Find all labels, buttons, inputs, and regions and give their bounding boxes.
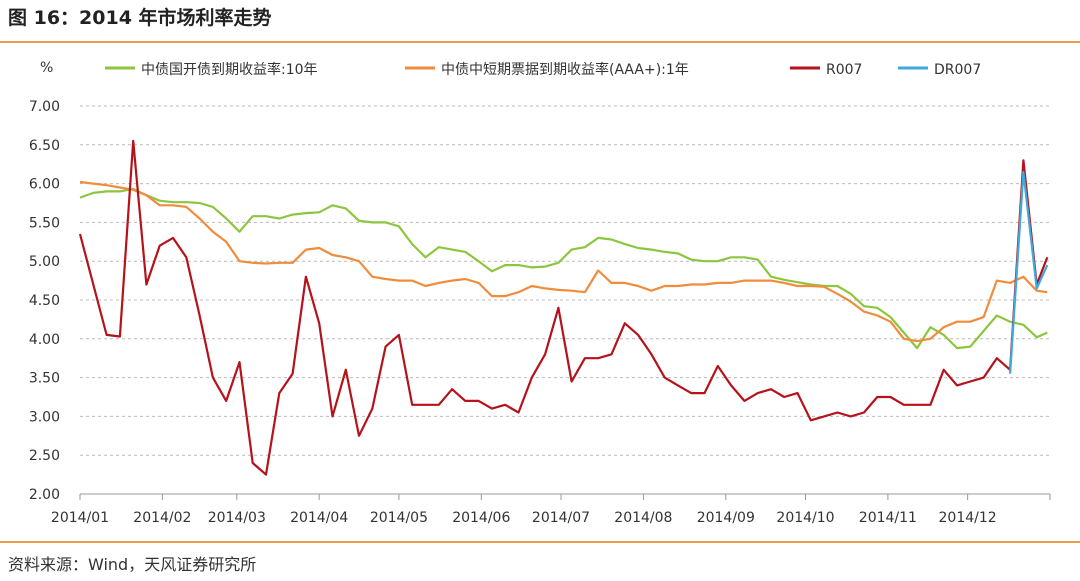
x-tick-label: 2014/06 [452, 510, 510, 526]
series-line [79, 180, 1048, 343]
legend-label: 中债中短期票据到期收益率(AAA+):1年 [441, 61, 689, 78]
series-line [1009, 170, 1049, 374]
legend-label: R007 [826, 62, 862, 78]
x-tick-label: 2014/01 [51, 510, 109, 526]
x-tick-label: 2014/07 [532, 510, 590, 526]
x-tick-label: 2014/02 [133, 510, 191, 526]
y-tick-label: 3.00 [29, 409, 60, 425]
y-unit: % [40, 60, 53, 76]
x-tick-label: 2014/08 [614, 510, 672, 526]
legend-label: 中债国开债到期收益率:10年 [141, 61, 318, 78]
x-tick-label: 2014/03 [208, 510, 266, 526]
y-tick-label: 4.50 [29, 293, 60, 309]
y-tick-label: 2.50 [29, 448, 60, 464]
y-tick-label: 2.00 [29, 487, 60, 503]
x-tick-label: 2014/11 [859, 510, 917, 526]
legend-label: DR007 [934, 62, 981, 78]
y-tick-label: 7.00 [29, 99, 60, 115]
y-tick-label: 5.50 [29, 215, 60, 231]
y-tick-label: 4.00 [29, 332, 60, 348]
x-tick-label: 2014/04 [290, 510, 348, 526]
chart-title: 图 16：2014 年市场利率走势 [8, 6, 272, 29]
y-tick-label: 3.50 [29, 371, 60, 387]
x-tick-label: 2014/12 [939, 510, 997, 526]
series-line [79, 187, 1048, 350]
y-tick-label: 6.00 [29, 177, 60, 193]
x-tick-label: 2014/10 [776, 510, 834, 526]
series-line [78, 139, 1049, 476]
x-tick-label: 2014/09 [697, 510, 755, 526]
x-tick-label: 2014/05 [370, 510, 428, 526]
y-tick-label: 6.50 [29, 138, 60, 154]
y-tick-label: 5.00 [29, 254, 60, 270]
source: 资料来源：Wind，天风证券研究所 [8, 555, 256, 574]
